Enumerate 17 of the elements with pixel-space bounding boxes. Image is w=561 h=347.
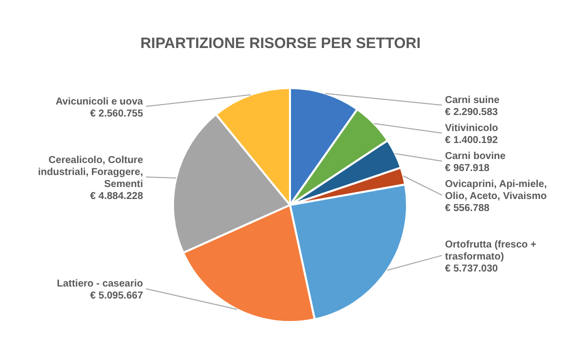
data-label: € 556.788 xyxy=(445,203,490,214)
data-label: € 1.400.192 xyxy=(445,135,498,146)
slice-label: Carni suine xyxy=(445,95,500,106)
data-label: € 4.884.228 xyxy=(90,191,144,202)
slice-label: Ovicaprini, Api-miele, Olio, Aceto, Vivaismo xyxy=(445,179,548,202)
slice-label: Lattiero - caseario xyxy=(56,278,143,290)
data-label: € 5.095.667 xyxy=(90,290,144,302)
slice-label: Vitivinicolo xyxy=(445,123,498,134)
slice-label: Avicunicoli e uova xyxy=(56,96,144,108)
chart-title: RIPARTIZIONE RISORSE PER SETTORI xyxy=(140,35,421,52)
slice-label: Ortofrutta (fresco + trasformato) xyxy=(445,239,537,262)
slice-label: Cerealicolo, Colture industriali, Foraggere, Sementi xyxy=(38,155,144,190)
data-label: € 967.918 xyxy=(445,163,490,174)
data-label: € 2.290.583 xyxy=(445,107,498,118)
data-label: € 2.560.755 xyxy=(90,108,144,120)
slice-label: Carni bovine xyxy=(445,151,506,162)
data-label: € 5.737.030 xyxy=(445,263,498,274)
